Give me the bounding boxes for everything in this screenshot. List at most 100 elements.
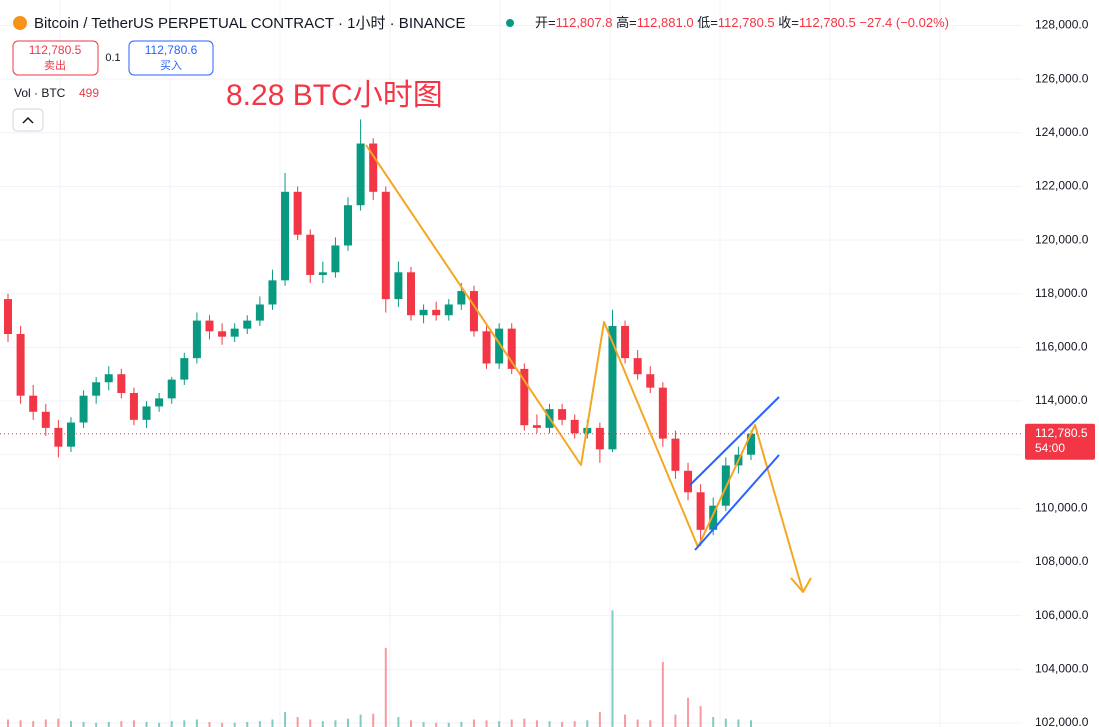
volume-bar [296,717,299,727]
candle-body [658,387,667,439]
candle-body [444,304,453,316]
change-value: −27.4 (−0.02%) [859,15,949,30]
sell-button[interactable] [12,40,99,76]
candle-body [419,309,428,316]
volume-bar [460,722,463,727]
y-tick-label: 122,000.0 [1035,179,1089,193]
candle-body [356,143,365,206]
close-value: 112,780.5 [799,15,856,30]
logo [13,16,27,30]
symbol-title: Bitcoin / TetherUS PERPETUAL CONTRACT · … [34,15,466,32]
volume-bar [183,720,186,727]
candle-body [684,470,693,493]
volume-bar [32,721,35,727]
sell-label: 卖出 [44,58,66,72]
collapse-button[interactable] [12,108,44,132]
volume-bar [82,722,85,727]
open-value: 112,807.8 [556,15,613,30]
volume-bar [57,718,60,727]
status-dot [506,19,514,27]
candle-body [633,358,642,375]
candle-body [520,368,529,426]
volume-bar [548,721,551,727]
volume-bar [372,713,375,727]
volume-bar [271,719,274,727]
volume-bar [384,647,387,727]
volume-bar [19,720,22,727]
volume-bar [347,718,350,727]
volume-label: Vol · BTC [14,86,66,100]
buy-price: 112,780.6 [145,43,198,57]
volume-bar [712,717,715,727]
volume-bar [246,722,249,727]
volume-bar [724,718,727,727]
volume-bar [258,721,261,727]
volume-bar [485,720,488,727]
channel-lower [694,454,780,551]
candle-body [318,272,327,275]
volume-bar [636,719,639,727]
volume-bar [170,721,173,727]
volume-bar [132,720,135,727]
orange-arrowhead [790,577,812,593]
volume-bar [107,722,110,727]
volume-bar [573,721,576,727]
volume-bar [687,697,690,727]
candle-body [205,320,214,332]
countdown: 54:00 [1035,441,1065,455]
candle-body [79,395,88,423]
candles [4,119,755,546]
volume-bar [750,720,752,727]
candle-body [129,393,138,420]
candle-body [167,379,176,399]
candle-body [255,304,264,321]
volume-bar [158,722,161,727]
y-tick-label: 116,000.0 [1035,340,1088,354]
low-value: 112,780.5 [718,15,775,30]
volume-bar [624,714,627,727]
candle-body [381,191,390,300]
candle-body [192,320,201,359]
candle-body [406,272,415,316]
candle-body [532,425,541,428]
candle-body [747,433,755,455]
ohlc-header: 开=112,807.8 高=112,881.0 低=112,780.5 收=11… [535,15,949,30]
buy-button[interactable] [128,40,214,76]
candle-body [142,406,151,420]
candle-body [344,205,353,246]
volume-bar [586,720,589,727]
open-label: 开= [535,15,556,30]
volume-bar [510,719,513,727]
candle-body [104,374,113,383]
candle-body [495,328,504,364]
y-tick-label: 126,000.0 [1035,71,1089,85]
volume-bar [737,719,740,727]
close-label: 收= [778,15,799,30]
candle-body [507,328,516,369]
volume-bar [674,714,677,727]
orange-zigzag [365,144,804,593]
y-tick-label: 110,000.0 [1035,501,1088,515]
candle-body [117,374,126,394]
volume-bar [422,722,425,727]
channel-upper [689,396,780,486]
volume-bar [233,722,236,727]
candle-body [432,309,441,316]
candle-body [709,505,718,530]
buy-label: 买入 [160,59,182,72]
last-price-label: 112,780.5 [1035,426,1088,440]
high-label: 高= [616,15,637,30]
volume-bar [523,718,526,727]
candle-body [369,143,378,192]
volume-bar [535,720,538,727]
y-tick-label: 128,000.0 [1035,18,1089,32]
volume-bar [7,719,9,727]
volume-bar [498,721,501,727]
candle-body [4,299,12,334]
y-tick-label: 106,000.0 [1035,608,1089,622]
volume-bar [195,719,198,727]
y-tick-label: 108,000.0 [1035,554,1089,568]
volume-bar [284,712,287,727]
